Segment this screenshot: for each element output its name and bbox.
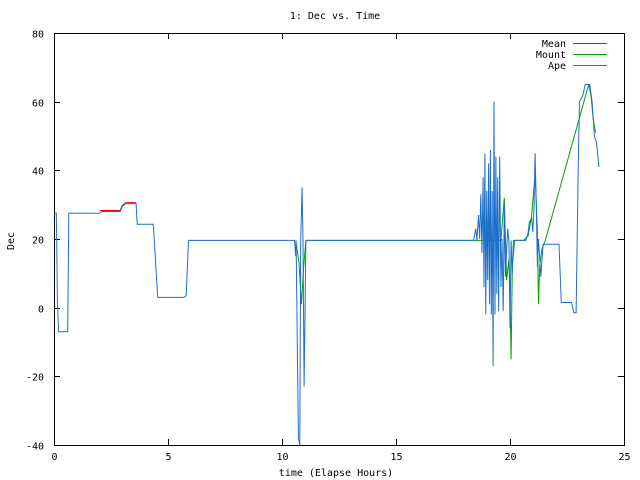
series-layer — [54, 84, 600, 446]
legend-label-mount: Mount — [536, 50, 566, 61]
x-tick-label: 15 — [390, 452, 402, 463]
y-tick-label: -20 — [26, 373, 44, 384]
y-tick-label: 20 — [32, 236, 44, 247]
x-tick-label: 10 — [276, 452, 288, 463]
y-tick-label: 40 — [32, 167, 44, 178]
y-tick-label: 80 — [32, 30, 44, 41]
chart-title: 1: Dec vs. Time — [290, 11, 380, 22]
x-tick-label: 0 — [51, 452, 57, 463]
x-tick-label: 20 — [504, 452, 516, 463]
series-line-ape — [54, 84, 600, 446]
x-tick-label: 5 — [165, 452, 171, 463]
y-tick-label: 0 — [38, 305, 44, 316]
legend-label-ape: Ape — [548, 61, 566, 72]
x-axis-label: time (Elapse Hours) — [279, 468, 393, 479]
y-axis-ticks: -40 -20 0 20 40 60 80 — [26, 30, 624, 453]
x-tick-label: 25 — [618, 452, 630, 463]
y-tick-label: -40 — [26, 442, 44, 453]
series-line-mean — [99, 202, 137, 211]
legend-label-mean: Mean — [542, 39, 566, 50]
y-tick-label: 60 — [32, 99, 44, 110]
y-axis-label: Dec — [6, 232, 17, 250]
x-axis-ticks: 0 5 10 15 20 25 — [51, 33, 631, 463]
series-line-mount — [295, 84, 596, 360]
